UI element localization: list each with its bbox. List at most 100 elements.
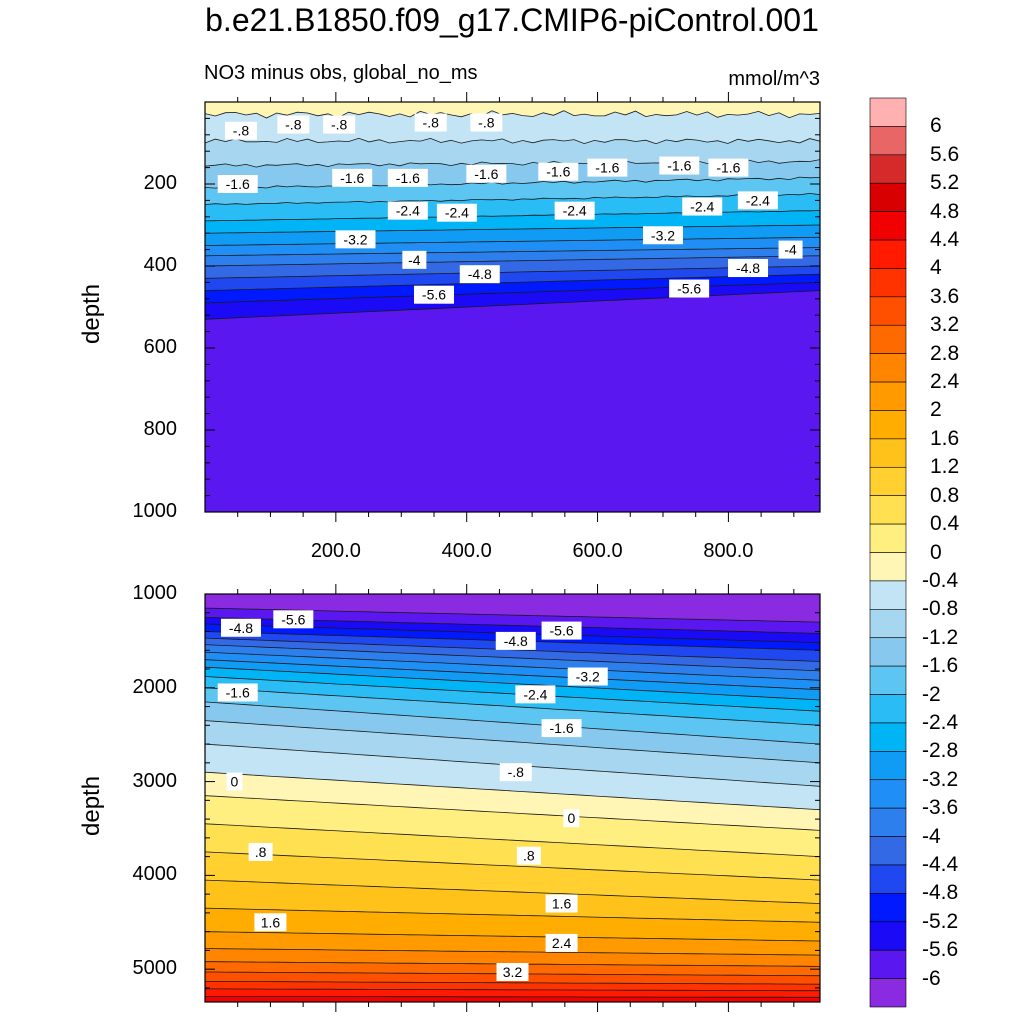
colorbar-swatch bbox=[869, 722, 907, 752]
contour-label: .8 bbox=[248, 842, 273, 861]
contour-label-text: -2.4 bbox=[746, 192, 770, 208]
contour-label: -4.8 bbox=[728, 259, 769, 278]
contour-line bbox=[205, 110, 820, 119]
contour-label: -3.2 bbox=[642, 226, 683, 245]
contour-label-bg bbox=[563, 809, 580, 828]
contour-label-bg bbox=[545, 933, 578, 952]
contour-label-text: -1.6 bbox=[396, 170, 420, 186]
contour-label-text: -3.2 bbox=[651, 227, 675, 243]
y-tick-label: 1000 bbox=[132, 582, 178, 604]
contour-label: -.8 bbox=[224, 121, 257, 140]
contour-line bbox=[205, 659, 820, 691]
contour-line bbox=[205, 823, 820, 857]
contour-label: -4.8 bbox=[495, 631, 536, 650]
contour-line bbox=[205, 644, 820, 672]
panel-frame-1 bbox=[204, 593, 821, 1003]
contour-label: -1.6 bbox=[466, 164, 507, 183]
contour-label: -2.4 bbox=[387, 201, 428, 220]
colorbar-label: -0.4 bbox=[922, 568, 959, 592]
contour-line bbox=[205, 255, 820, 267]
contour-line bbox=[205, 137, 820, 145]
x-tick-label: 400.0 bbox=[441, 540, 492, 562]
contour-label: -4 bbox=[402, 250, 427, 269]
y-tick-label: 3000 bbox=[132, 769, 178, 792]
contour-label-text: -.8 bbox=[423, 115, 440, 131]
contour-label-text: 2.4 bbox=[552, 935, 572, 951]
contour-label-text: -2.4 bbox=[690, 199, 714, 215]
contour-fill-group-1 bbox=[205, 594, 820, 1002]
contour-label: -2.4 bbox=[737, 191, 778, 210]
colorbar-swatch bbox=[869, 694, 907, 724]
colorbar-label: 0 bbox=[930, 540, 942, 564]
colorbar-swatch bbox=[869, 921, 907, 951]
colorbar-swatch bbox=[869, 893, 907, 923]
colorbar-label: -3.2 bbox=[922, 767, 959, 791]
colorbar-swatch bbox=[869, 637, 907, 667]
contour-label-text: -1.6 bbox=[226, 176, 250, 192]
contour-label-text: -.8 bbox=[331, 117, 348, 133]
contour-label-text: 0 bbox=[231, 774, 239, 790]
colorbar-label: 5.6 bbox=[930, 142, 960, 166]
contour-label-bg bbox=[466, 164, 507, 183]
contour-label: -1.6 bbox=[541, 719, 582, 738]
contour-line bbox=[205, 851, 820, 881]
colorbar-swatch bbox=[869, 864, 907, 894]
colorbar-label: -2.8 bbox=[922, 739, 959, 763]
y-tick-label: 2000 bbox=[132, 675, 178, 698]
contour-label-text: -1.6 bbox=[595, 160, 619, 176]
y-tick-label: 200 bbox=[143, 172, 177, 194]
colorbar-swatch bbox=[869, 211, 907, 241]
contour-label-bg bbox=[541, 719, 582, 738]
contour-label-bg bbox=[737, 191, 778, 210]
contour-label: .8 bbox=[516, 846, 541, 865]
colorbar-swatch bbox=[869, 126, 907, 156]
contour-line bbox=[205, 996, 820, 998]
figure-title: b.e21.B1850.f09_g17.CMIP6-piControl.001 bbox=[205, 2, 819, 38]
contour-label-bg bbox=[554, 201, 595, 220]
colorbar-label: 5.2 bbox=[930, 171, 960, 195]
contour-line bbox=[205, 988, 820, 992]
colorbar-swatch bbox=[869, 268, 907, 298]
contour-label-text: .8 bbox=[255, 844, 267, 860]
contour-line bbox=[205, 879, 820, 904]
colorbar-label: -1.6 bbox=[922, 654, 959, 678]
colorbar-label: 4.8 bbox=[930, 199, 960, 223]
contour-line bbox=[205, 282, 820, 304]
colorbar-label: 0.4 bbox=[930, 512, 960, 536]
contour-label-text: -4.8 bbox=[229, 620, 253, 636]
contour-label-text: -.8 bbox=[478, 115, 495, 131]
colorbar-swatch bbox=[869, 779, 907, 809]
contour-label: -1.6 bbox=[708, 158, 749, 177]
colorbar-swatch bbox=[869, 466, 907, 496]
y-tick-label: 800 bbox=[143, 418, 177, 440]
colorbar-label: 1.6 bbox=[930, 426, 960, 450]
contour-label-bg bbox=[217, 175, 258, 193]
contour-label-text: -1.6 bbox=[340, 170, 364, 186]
contour-label-text: -2.4 bbox=[563, 203, 587, 219]
colorbar-swatch bbox=[869, 580, 907, 610]
contour-label: -4.8 bbox=[220, 618, 261, 637]
colorbar-swatch bbox=[869, 807, 907, 837]
contour-label: -2.4 bbox=[436, 203, 477, 222]
contour-label-bg bbox=[682, 197, 723, 216]
contour-label: -2.4 bbox=[515, 685, 556, 704]
contour-label-bg bbox=[220, 618, 261, 637]
contour-line bbox=[205, 290, 820, 320]
contour-label-text: -1.6 bbox=[716, 160, 740, 176]
contour-label-bg bbox=[254, 913, 287, 932]
contour-label-text: .8 bbox=[523, 848, 535, 864]
colorbar-swatch bbox=[869, 438, 907, 468]
contour-label-text: -5.6 bbox=[550, 623, 574, 639]
contour-line bbox=[205, 687, 820, 726]
colorbar-label: 0.8 bbox=[930, 483, 960, 507]
contour-label-bg bbox=[538, 162, 579, 181]
contour-label: -.8 bbox=[470, 113, 503, 132]
colorbar-label: -0.8 bbox=[922, 597, 959, 621]
contour-line bbox=[205, 795, 820, 831]
contour-line bbox=[205, 273, 820, 291]
colorbar-label: -4.8 bbox=[922, 881, 959, 905]
colorbar-swatch bbox=[869, 97, 907, 127]
contour-label-bg bbox=[567, 667, 608, 686]
contour-label-bg bbox=[778, 240, 803, 259]
